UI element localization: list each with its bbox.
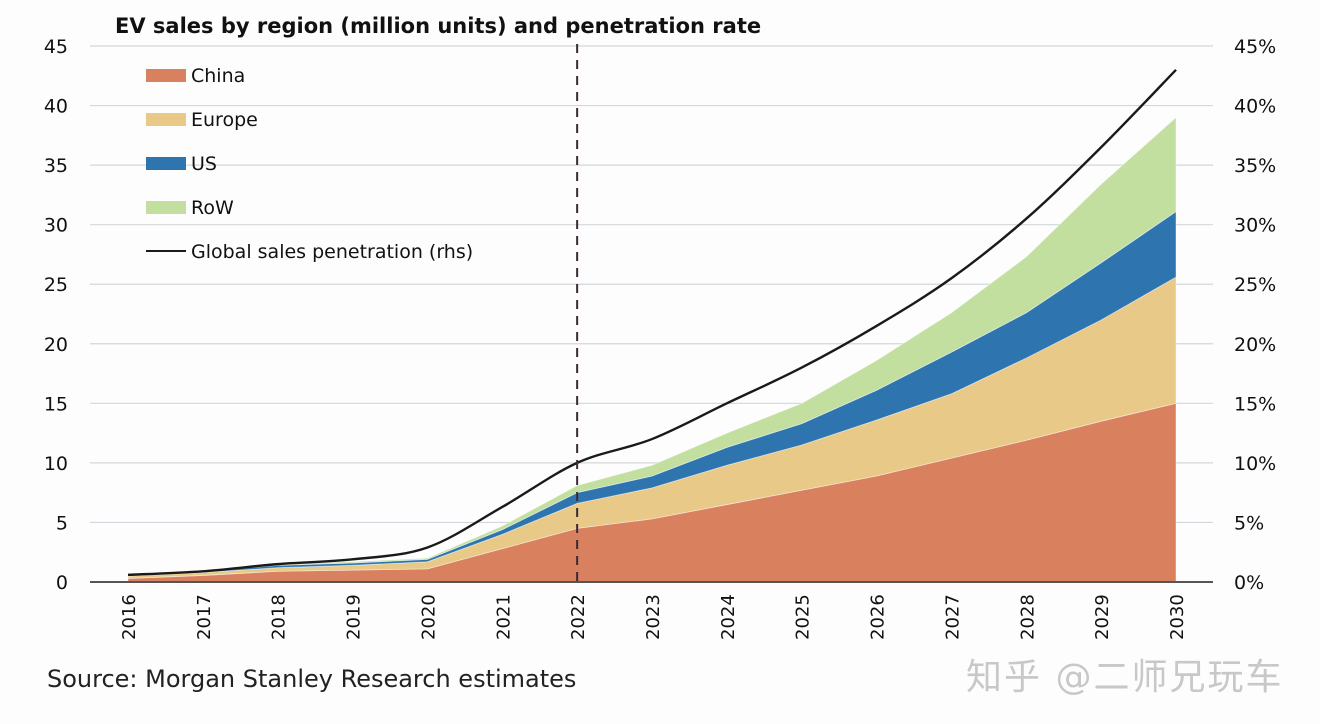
legend-label: China	[191, 65, 245, 87]
legend-label: US	[191, 153, 217, 175]
y-right-tick-label: 40%	[1234, 96, 1276, 118]
x-tick-label: 2029	[1092, 594, 1113, 640]
x-tick-label: 2030	[1167, 594, 1188, 640]
legend-label: Europe	[191, 109, 258, 131]
x-tick-label: 2026	[868, 594, 889, 640]
y-tick-label: 10	[44, 453, 68, 475]
x-tick-label: 2023	[643, 594, 664, 640]
y-right-tick-label: 35%	[1234, 155, 1276, 177]
penetration-line-group	[127, 44, 1177, 582]
stacked-areas	[127, 116, 1177, 583]
y-tick-label: 20	[44, 334, 68, 356]
legend-label: Global sales penetration (rhs)	[191, 241, 473, 263]
x-tick-label: 2016	[119, 594, 140, 640]
y-tick-label: 25	[44, 274, 68, 296]
x-tick-label: 2018	[269, 594, 290, 640]
y-tick-label: 35	[44, 155, 68, 177]
y-tick-label: 45	[44, 36, 68, 58]
x-tick-label: 2028	[1017, 594, 1038, 640]
chart-title: EV sales by region (million units) and p…	[115, 14, 761, 38]
y-tick-label: 15	[44, 393, 68, 415]
y-right-tick-label: 15%	[1234, 393, 1276, 415]
y-tick-label: 0	[56, 572, 68, 594]
x-tick-label: 2027	[942, 594, 963, 640]
legend: China Europe US RoW Global sales penetration…	[146, 65, 473, 263]
y-tick-label: 5	[56, 512, 68, 534]
y-right-tick-label: 25%	[1234, 274, 1276, 296]
x-tick-label: 2021	[493, 594, 514, 640]
area-row	[127, 116, 1177, 576]
axes: 0510152025303540450%5%10%15%20%25%30%35%…	[44, 36, 1276, 640]
x-tick-label: 2025	[793, 594, 814, 640]
penetration-line	[127, 68, 1177, 577]
y-right-tick-label: 10%	[1234, 453, 1276, 475]
source-note: Source: Morgan Stanley Research estimate…	[47, 665, 577, 693]
x-tick-label: 2019	[344, 594, 365, 640]
y-right-tick-label: 5%	[1234, 512, 1264, 534]
legend-swatch	[146, 157, 186, 170]
legend-swatch	[146, 69, 186, 82]
x-tick-label: 2024	[718, 594, 739, 640]
legend-swatch	[146, 201, 186, 214]
y-tick-label: 40	[44, 96, 68, 118]
x-tick-label: 2017	[194, 594, 215, 640]
y-right-tick-label: 45%	[1234, 36, 1276, 58]
watermark: 知乎 @二师兄玩车	[966, 657, 1284, 698]
legend-swatch	[146, 113, 186, 126]
gridlines	[90, 45, 1213, 524]
y-right-tick-label: 30%	[1234, 215, 1276, 237]
x-tick-label: 2022	[568, 594, 589, 640]
legend-label: RoW	[191, 197, 234, 219]
y-tick-label: 30	[44, 215, 68, 237]
x-tick-label: 2020	[418, 594, 439, 640]
y-right-tick-label: 20%	[1234, 334, 1276, 356]
y-right-tick-label: 0%	[1234, 572, 1264, 594]
